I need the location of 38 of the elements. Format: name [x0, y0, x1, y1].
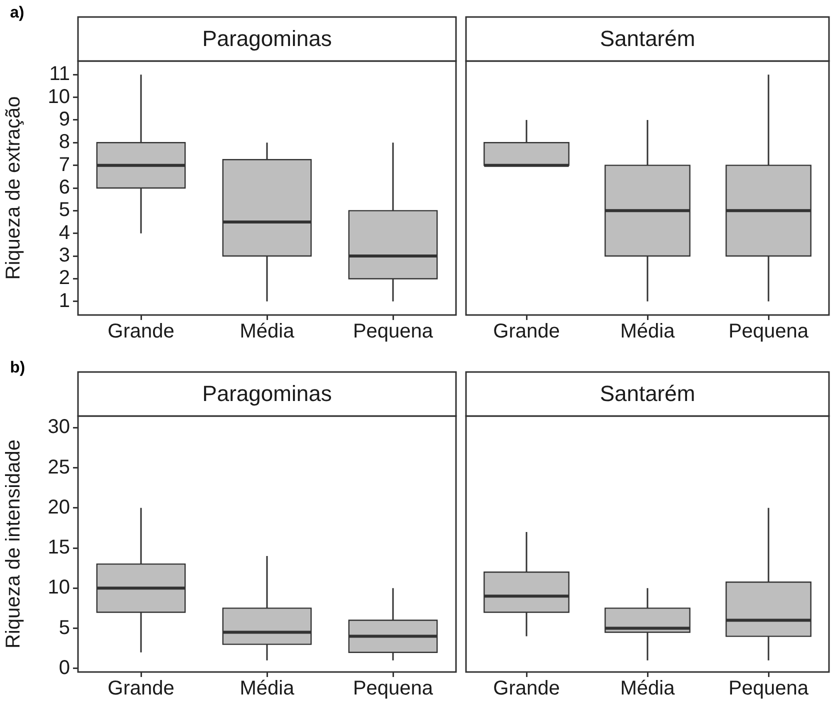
- y-tick-label: 8: [58, 131, 70, 154]
- y-tick-label: 3: [58, 244, 70, 267]
- x-tick-label: Média: [240, 320, 296, 343]
- x-tick-label: Pequena: [728, 320, 810, 343]
- x-tick-label: Média: [240, 678, 296, 700]
- y-tick-label: 11: [49, 63, 70, 86]
- y-tick-label: 15: [48, 536, 70, 559]
- x-tick-label: Pequena: [352, 320, 434, 343]
- y-tick-label: 20: [48, 496, 70, 518]
- x-tick-label: Grande: [493, 320, 560, 343]
- x-tick-label: Pequena: [728, 678, 810, 700]
- y-tick-label: 5: [58, 199, 70, 222]
- y-tick-label: 5: [58, 616, 70, 639]
- y-tick-label: 25: [48, 456, 70, 478]
- y-axis-title: Riqueza de extração: [2, 96, 25, 280]
- chart-title: Santarém: [600, 26, 696, 52]
- chart-title: Paragominas: [202, 381, 332, 406]
- y-tick-label: 10: [48, 576, 70, 599]
- chart-title: Paragominas: [202, 26, 332, 52]
- y-tick-label: 0: [58, 656, 70, 679]
- x-tick-label: Média: [620, 320, 676, 343]
- y-axis-title: Riqueza de intensidade: [2, 439, 25, 649]
- y-tick-label: 6: [58, 176, 70, 199]
- y-tick-label: 9: [58, 108, 70, 130]
- x-tick-label: Média: [620, 678, 676, 700]
- y-tick-label: 2: [58, 267, 70, 290]
- chart-title: Santarém: [600, 381, 696, 406]
- text: a): [10, 4, 24, 22]
- y-tick-label: 4: [58, 222, 70, 244]
- x-tick-label: Grande: [493, 678, 560, 700]
- y-tick-label: 30: [48, 416, 70, 438]
- x-tick-label: Grande: [108, 678, 174, 700]
- x-tick-label: Grande: [108, 320, 174, 343]
- y-tick-label: 7: [58, 154, 70, 176]
- text: b): [10, 359, 26, 376]
- x-tick-label: Pequena: [352, 678, 434, 700]
- y-tick-label: 10: [48, 86, 70, 108]
- y-tick-label: 1: [58, 290, 70, 312]
